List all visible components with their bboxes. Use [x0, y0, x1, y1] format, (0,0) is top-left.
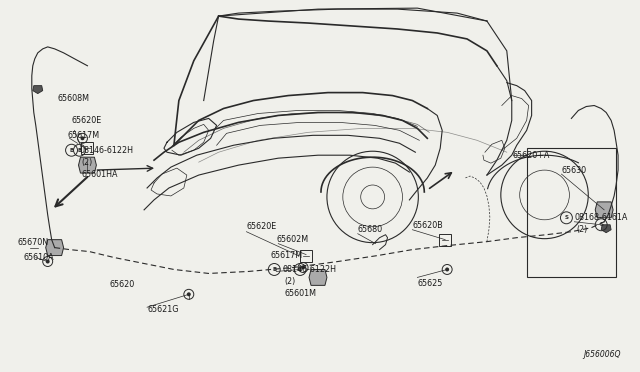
Text: (2): (2) [577, 225, 588, 234]
Polygon shape [33, 86, 43, 94]
Text: 65670N: 65670N [18, 238, 49, 247]
Circle shape [45, 260, 50, 263]
Text: 65617M: 65617M [68, 131, 100, 140]
Text: 08146-6122H: 08146-6122H [79, 146, 134, 155]
Text: 65620E: 65620E [246, 222, 276, 231]
Text: 65625: 65625 [417, 279, 443, 288]
Text: 65608M: 65608M [58, 94, 90, 103]
Polygon shape [79, 157, 97, 173]
Polygon shape [595, 202, 613, 218]
Text: 65617M: 65617M [270, 251, 303, 260]
Text: J656006Q: J656006Q [584, 350, 621, 359]
Text: B: B [298, 267, 302, 272]
Circle shape [187, 292, 191, 296]
Text: S: S [564, 215, 568, 220]
Text: 65680: 65680 [358, 225, 383, 234]
Polygon shape [601, 225, 611, 233]
Text: 08146-6122H: 08146-6122H [282, 265, 336, 274]
Text: 65601M: 65601M [284, 289, 316, 298]
Circle shape [81, 136, 84, 140]
Circle shape [301, 266, 305, 269]
Text: 65630: 65630 [561, 166, 587, 174]
Text: 65620E: 65620E [72, 116, 102, 125]
Text: B: B [77, 148, 82, 153]
Bar [527, 148, 616, 278]
Text: (2): (2) [81, 158, 93, 167]
Text: B: B [69, 148, 74, 153]
Text: 65620+A: 65620+A [513, 151, 550, 160]
Text: B: B [272, 267, 276, 272]
Polygon shape [45, 240, 63, 256]
Text: 65620: 65620 [109, 280, 134, 289]
Text: (2): (2) [284, 277, 296, 286]
Polygon shape [309, 269, 327, 285]
Text: 65610A: 65610A [24, 253, 54, 262]
Text: 65602M: 65602M [276, 235, 308, 244]
Text: 65601HA: 65601HA [81, 170, 118, 179]
Text: 08168-6161A: 08168-6161A [574, 213, 628, 222]
Text: 65620B: 65620B [412, 221, 443, 230]
Text: 65621G: 65621G [147, 305, 179, 314]
Text: S: S [599, 222, 603, 227]
Circle shape [445, 267, 449, 272]
